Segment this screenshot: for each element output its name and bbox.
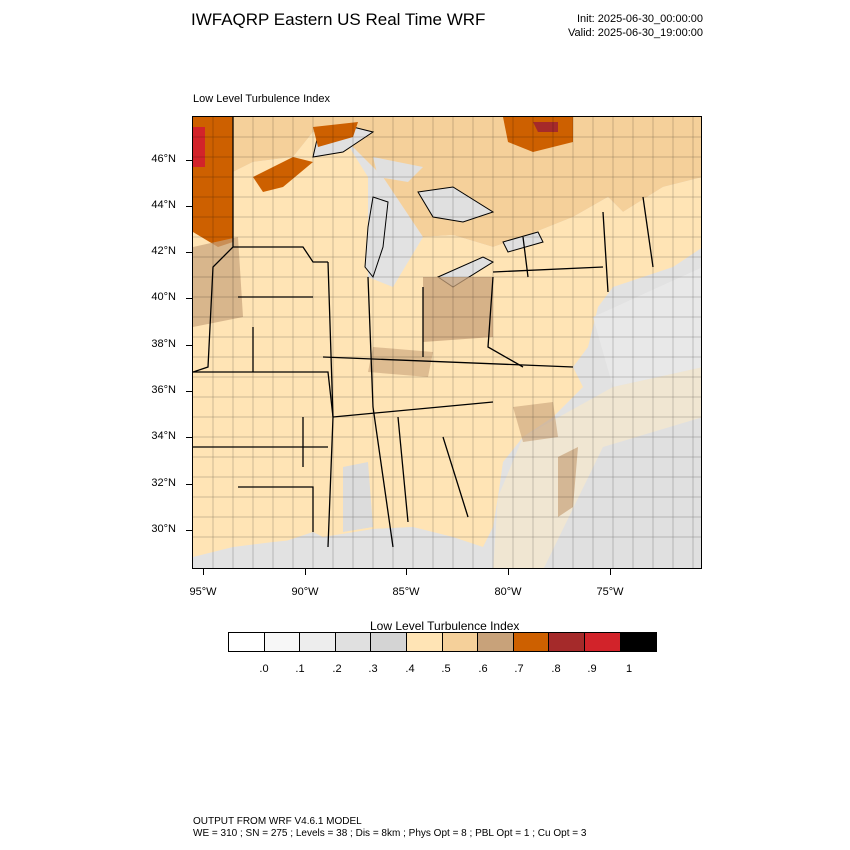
atlantic-gray	[593, 267, 701, 387]
colorbar-label: 1	[625, 663, 633, 675]
atlantic-gray-2	[543, 417, 701, 568]
colorbar-label: .7	[514, 663, 524, 675]
lon-tick	[610, 569, 611, 575]
moderate-index-plains	[193, 237, 243, 327]
lat-label: 42°N	[151, 245, 176, 257]
map-canvas	[193, 117, 701, 568]
main-title: IWFAQRP Eastern US Real Time WRF	[191, 10, 486, 29]
lat-tick	[186, 484, 192, 485]
lat-tick	[186, 252, 192, 253]
footer-options-line: WE = 310 ; SN = 275 ; Levels = 38 ; Dis …	[193, 828, 587, 839]
moderate-index-ohio	[423, 277, 493, 342]
high-index-superior	[313, 122, 358, 147]
lat-tick	[186, 437, 192, 438]
lat-label: 32°N	[151, 477, 176, 489]
colorbar-swatch	[584, 633, 621, 651]
colorbar-swatch	[371, 633, 407, 651]
colorbar-label: .8	[551, 663, 561, 675]
map-panel	[192, 116, 702, 569]
colorbar	[228, 632, 658, 652]
colorbar-label: .2	[332, 663, 342, 675]
colorbar-swatch	[513, 633, 550, 651]
colorbar-label: .0	[259, 663, 269, 675]
lat-label: 46°N	[151, 153, 176, 165]
gulf-of-mexico	[193, 527, 493, 568]
lon-tick	[508, 569, 509, 575]
lat-tick	[186, 298, 192, 299]
plot-subtitle: Low Level Turbulence Index	[193, 93, 330, 105]
colorbar-swatch	[300, 633, 336, 651]
colorbar-label: .1	[295, 663, 305, 675]
lat-tick	[186, 160, 192, 161]
lat-label: 40°N	[151, 291, 176, 303]
colorbar-swatch	[478, 633, 514, 651]
lon-label: 90°W	[291, 586, 319, 598]
colorbar-swatch	[335, 633, 372, 651]
colorbar-swatch	[406, 633, 443, 651]
moderate-index-carolina	[513, 402, 558, 442]
lat-label: 30°N	[151, 523, 176, 535]
colorbar-swatch	[620, 633, 657, 651]
lat-label: 38°N	[151, 338, 176, 350]
colorbar-title: Low Level Turbulence Index	[370, 619, 520, 633]
high-index-band	[253, 157, 313, 192]
county-borders	[193, 117, 701, 568]
lon-tick	[305, 569, 306, 575]
footer-model-line: OUTPUT FROM WRF V4.6.1 MODEL	[193, 816, 362, 827]
colorbar-label: .3	[368, 663, 378, 675]
lon-label: 80°W	[494, 586, 522, 598]
lon-label: 75°W	[596, 586, 624, 598]
lat-label: 36°N	[151, 384, 176, 396]
colorbar-label: .9	[587, 663, 597, 675]
us-land	[193, 132, 701, 567]
lat-tick	[186, 345, 192, 346]
lat-tick	[186, 530, 192, 531]
init-time: Init: 2025-06-30_00:00:00	[577, 13, 703, 25]
colorbar-swatch	[229, 633, 265, 651]
lon-tick	[203, 569, 204, 575]
lat-tick	[186, 206, 192, 207]
colorbar-swatch	[442, 633, 479, 651]
colorbar-swatch	[264, 633, 301, 651]
colorbar-label: .6	[478, 663, 488, 675]
lon-label: 85°W	[392, 586, 420, 598]
lon-tick	[406, 569, 407, 575]
lat-tick	[186, 391, 192, 392]
very-high-index-north	[533, 122, 558, 132]
lat-label: 34°N	[151, 430, 176, 442]
valid-time: Valid: 2025-06-30_19:00:00	[568, 27, 703, 39]
low-index-michigan	[373, 157, 423, 182]
lat-label: 44°N	[151, 199, 176, 211]
colorbar-label: .4	[405, 663, 415, 675]
colorbar-label: .5	[441, 663, 451, 675]
colorbar-swatch	[549, 633, 585, 651]
canada-land	[193, 117, 701, 247]
very-high-index-west	[193, 127, 205, 167]
lon-label: 95°W	[189, 586, 217, 598]
moderate-index-kentucky	[368, 347, 433, 377]
